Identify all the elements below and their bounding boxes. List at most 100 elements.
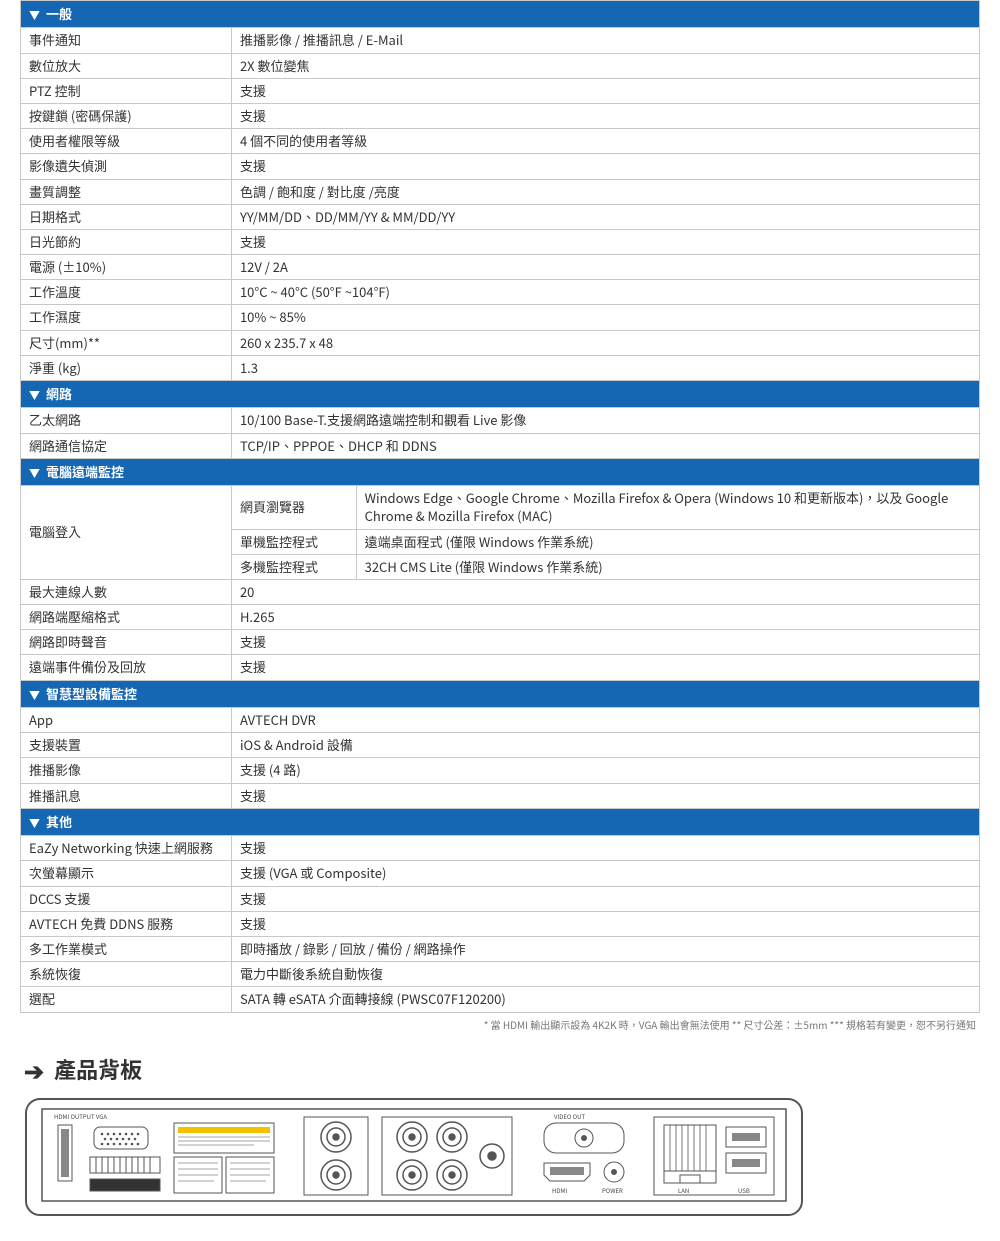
spec-label: AVTECH 免費 DDNS 服務 <box>21 911 232 936</box>
spec-value: iOS & Android 設備 <box>231 733 979 758</box>
spec-value: Windows Edge、Google Chrome、Mozilla Firef… <box>356 486 979 529</box>
table-row: 網路端壓縮格式H.265 <box>21 605 980 630</box>
table-row: 日期格式YY/MM/DD、DD/MM/YY & MM/DD/YY <box>21 204 980 229</box>
spec-value: 4 個不同的使用者等級 <box>231 129 979 154</box>
table-row: EaZy Networking 快速上網服務支援 <box>21 836 980 861</box>
table-row: 畫質調整色調 / 飽和度 / 對比度 /亮度 <box>21 179 980 204</box>
spec-label: 淨重 (kg) <box>21 355 232 380</box>
spec-value: 20 <box>231 579 979 604</box>
spec-value: SATA 轉 eSATA 介面轉接線 (PWSC07F120200) <box>231 987 979 1012</box>
backpanel-diagram: HDMI OUTPUT VGA VIDEO OUT <box>24 1097 804 1217</box>
spec-label: App <box>21 708 232 733</box>
spec-value: 支援 <box>231 630 979 655</box>
spec-value: YY/MM/DD、DD/MM/YY & MM/DD/YY <box>231 204 979 229</box>
arrow-right-icon: ➔ <box>24 1052 44 1087</box>
spec-label: 日光節約 <box>21 229 232 254</box>
spec-value: 支援 <box>231 154 979 179</box>
spec-label: 數位放大 <box>21 53 232 78</box>
spec-value: 1.3 <box>231 355 979 380</box>
backpanel-heading: ➔ 產品背板 <box>24 1052 980 1087</box>
table-row: 網路即時聲音支援 <box>21 630 980 655</box>
spec-sublabel: 網頁瀏覽器 <box>231 486 356 529</box>
spec-label: 尺寸(mm)** <box>21 330 232 355</box>
spec-label: 最大連線人數 <box>21 579 232 604</box>
spec-label: 電腦登入 <box>21 486 232 580</box>
table-row: 工作濕度10% ~ 85% <box>21 305 980 330</box>
spec-value: 10°C ~ 40°C (50°F ~104°F) <box>231 280 979 305</box>
spec-value: 支援 <box>231 78 979 103</box>
label-usb: USB <box>738 1186 750 1195</box>
table-row: 電源 (±10%)12V / 2A <box>21 255 980 280</box>
spec-label: 事件通知 <box>21 28 232 53</box>
triangle-down-icon: ▼ <box>29 7 40 23</box>
spec-value: 支援 (VGA 或 Composite) <box>231 861 979 886</box>
spec-table: ▼一般事件通知推播影像 / 推播訊息 / E-Mail數位放大2X 數位變焦PT… <box>20 0 980 1013</box>
label-video-out: VIDEO OUT <box>554 1112 585 1121</box>
spec-value: 12V / 2A <box>231 255 979 280</box>
spec-label: 畫質調整 <box>21 179 232 204</box>
triangle-down-icon: ▼ <box>29 687 40 703</box>
table-row: 淨重 (kg)1.3 <box>21 355 980 380</box>
spec-value: 支援 <box>231 655 979 680</box>
section-title: 網路 <box>46 384 72 403</box>
spec-label: 多工作業模式 <box>21 936 232 961</box>
spec-value: 2X 數位變焦 <box>231 53 979 78</box>
spec-label: 遠端事件備份及回放 <box>21 655 232 680</box>
spec-label: DCCS 支援 <box>21 886 232 911</box>
spec-label: 影像遺失偵測 <box>21 154 232 179</box>
spec-sublabel: 單機監控程式 <box>231 529 356 554</box>
spec-value: 支援 <box>231 886 979 911</box>
table-row: 使用者權限等級4 個不同的使用者等級 <box>21 129 980 154</box>
section-title: 一般 <box>46 4 72 23</box>
triangle-down-icon: ▼ <box>29 387 40 403</box>
label-hdmi-vga: HDMI OUTPUT VGA <box>54 1112 107 1121</box>
table-row: 工作溫度10°C ~ 40°C (50°F ~104°F) <box>21 280 980 305</box>
spec-value: 電力中斷後系統自動恢復 <box>231 962 979 987</box>
spec-value: 32CH CMS Lite (僅限 Windows 作業系統) <box>356 554 979 579</box>
table-row: 遠端事件備份及回放支援 <box>21 655 980 680</box>
table-row: 數位放大2X 數位變焦 <box>21 53 980 78</box>
spec-label: 日期格式 <box>21 204 232 229</box>
spec-label: 按鍵鎖 (密碼保護) <box>21 103 232 128</box>
table-row: 選配SATA 轉 eSATA 介面轉接線 (PWSC07F120200) <box>21 987 980 1012</box>
table-row: 推播訊息支援 <box>21 783 980 808</box>
spec-value: 10/100 Base-T.支援網路遠端控制和觀看 Live 影像 <box>231 408 979 433</box>
spec-label: 推播訊息 <box>21 783 232 808</box>
table-row: 乙太網路10/100 Base-T.支援網路遠端控制和觀看 Live 影像 <box>21 408 980 433</box>
spec-value: 支援 <box>231 229 979 254</box>
spec-label: 使用者權限等級 <box>21 129 232 154</box>
section-title: 其他 <box>46 812 72 831</box>
spec-label: PTZ 控制 <box>21 78 232 103</box>
spec-value: AVTECH DVR <box>231 708 979 733</box>
spec-label: EaZy Networking 快速上網服務 <box>21 836 232 861</box>
triangle-down-icon: ▼ <box>29 815 40 831</box>
spec-value: 即時播放 / 錄影 / 回放 / 備份 / 網路操作 <box>231 936 979 961</box>
table-row: PTZ 控制支援 <box>21 78 980 103</box>
spec-label: 工作溫度 <box>21 280 232 305</box>
spec-sublabel: 多機監控程式 <box>231 554 356 579</box>
label-lan: LAN <box>678 1186 689 1195</box>
spec-value: 支援 <box>231 103 979 128</box>
section-header-remote: ▼電腦遠端監控 <box>21 458 980 485</box>
spec-label: 推播影像 <box>21 758 232 783</box>
spec-label: 網路即時聲音 <box>21 630 232 655</box>
section-header-other: ▼ 其他 <box>21 808 980 835</box>
spec-value: H.265 <box>231 605 979 630</box>
spec-value: 260 x 235.7 x 48 <box>231 330 979 355</box>
footnote: * 當 HDMI 輸出顯示設為 4K2K 時，VGA 輸出會無法使用 ** 尺寸… <box>20 1013 980 1042</box>
section-header-network: ▼ 網路 <box>21 381 980 408</box>
table-row: AppAVTECH DVR <box>21 708 980 733</box>
spec-label: 網路端壓縮格式 <box>21 605 232 630</box>
table-row: 最大連線人數20 <box>21 579 980 604</box>
table-row: 影像遺失偵測支援 <box>21 154 980 179</box>
spec-label: 工作濕度 <box>21 305 232 330</box>
table-row: 支援裝置iOS & Android 設備 <box>21 733 980 758</box>
spec-label: 系統恢復 <box>21 962 232 987</box>
spec-value: 支援 <box>231 911 979 936</box>
spec-value: 支援 <box>231 783 979 808</box>
table-row: 次螢幕顯示支援 (VGA 或 Composite) <box>21 861 980 886</box>
spec-value: 遠端桌面程式 (僅限 Windows 作業系統) <box>356 529 979 554</box>
section-title: 智慧型設備監控 <box>46 684 137 703</box>
spec-value: 支援 (4 路) <box>231 758 979 783</box>
table-row: DCCS 支援支援 <box>21 886 980 911</box>
